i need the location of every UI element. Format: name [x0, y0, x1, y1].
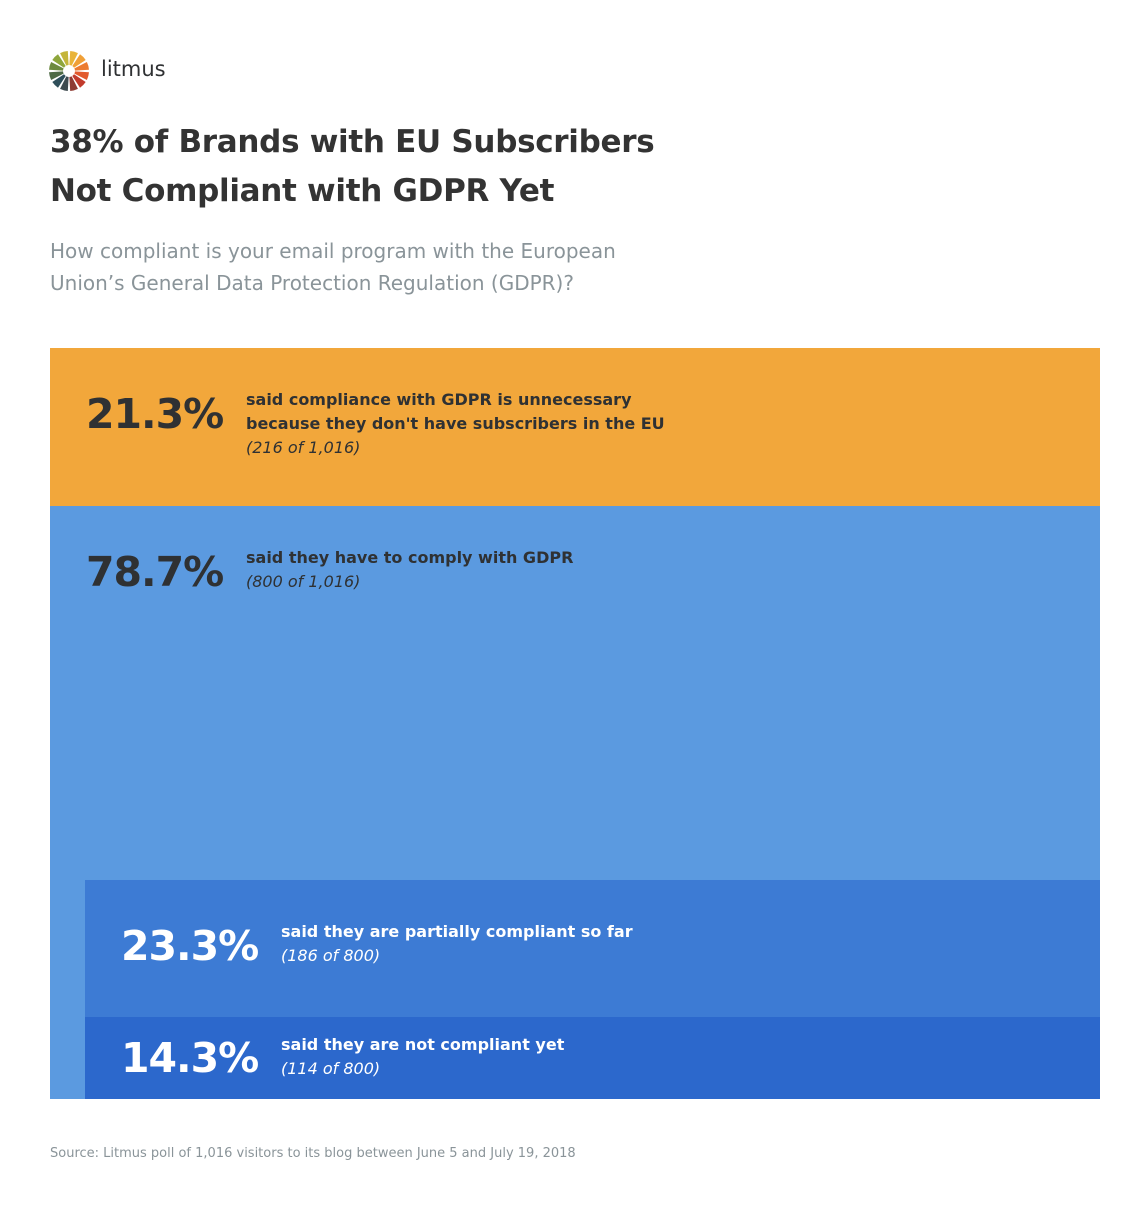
- subtitle: Union’s General Data Protection Regulati…: [50, 271, 574, 295]
- description: said compliance with GDPR is unnecessary…: [246, 388, 665, 460]
- logo-segment: [72, 54, 86, 68]
- line: said they are partially compliant so far: [281, 922, 633, 941]
- block-partial: 23.3% said they are partially compliant …: [85, 880, 1100, 1017]
- description: said they have to comply with GDPR (800 …: [246, 546, 573, 594]
- block-unnecessary: 21.3% said compliance with GDPR is unnec…: [50, 348, 1100, 506]
- block-not-compliant: 14.3% said they are not compliant yet (1…: [85, 1017, 1100, 1099]
- percent: 78.7%: [86, 548, 224, 596]
- logo-segment: [74, 62, 89, 71]
- line: said they have to comply with GDPR: [246, 548, 574, 567]
- percent: 14.3%: [121, 1034, 259, 1082]
- logo-segment: [72, 74, 86, 88]
- logo-segment: [52, 54, 66, 68]
- logo-segment: [60, 51, 69, 66]
- logo-segment: [49, 71, 64, 80]
- line: said they are not compliant yet: [281, 1035, 565, 1054]
- line: because they don't have subscribers in t…: [246, 414, 665, 433]
- description: said they are partially compliant so far…: [281, 920, 633, 968]
- logo-segment: [69, 76, 78, 91]
- percent: 23.3%: [121, 922, 259, 970]
- logo-wheel: [49, 51, 89, 91]
- logo-segment: [60, 76, 69, 91]
- logo-segment: [49, 62, 64, 71]
- count: (800 of 1,016): [246, 572, 361, 591]
- logo-segment: [52, 74, 66, 88]
- count: (216 of 1,016): [246, 438, 361, 457]
- title: Not Compliant with GDPR Yet: [50, 173, 555, 209]
- source: Source: Litmus poll of 1,016 visitors to…: [50, 1146, 576, 1161]
- brand-name: litmus: [101, 57, 166, 81]
- logo-segment: [74, 71, 89, 80]
- line: said compliance with GDPR is unnecessary: [246, 390, 632, 409]
- percent: 21.3%: [86, 390, 224, 438]
- count: (114 of 800): [281, 1059, 381, 1078]
- subtitle: How compliant is your email program with…: [50, 239, 616, 263]
- count: (186 of 800): [281, 946, 381, 965]
- logo-segment: [69, 51, 78, 66]
- description: said they are not compliant yet (114 of …: [281, 1033, 564, 1081]
- title: 38% of Brands with EU Subscribers: [50, 124, 655, 160]
- block-must-comply: 78.7% said they have to comply with GDPR…: [50, 506, 1100, 1099]
